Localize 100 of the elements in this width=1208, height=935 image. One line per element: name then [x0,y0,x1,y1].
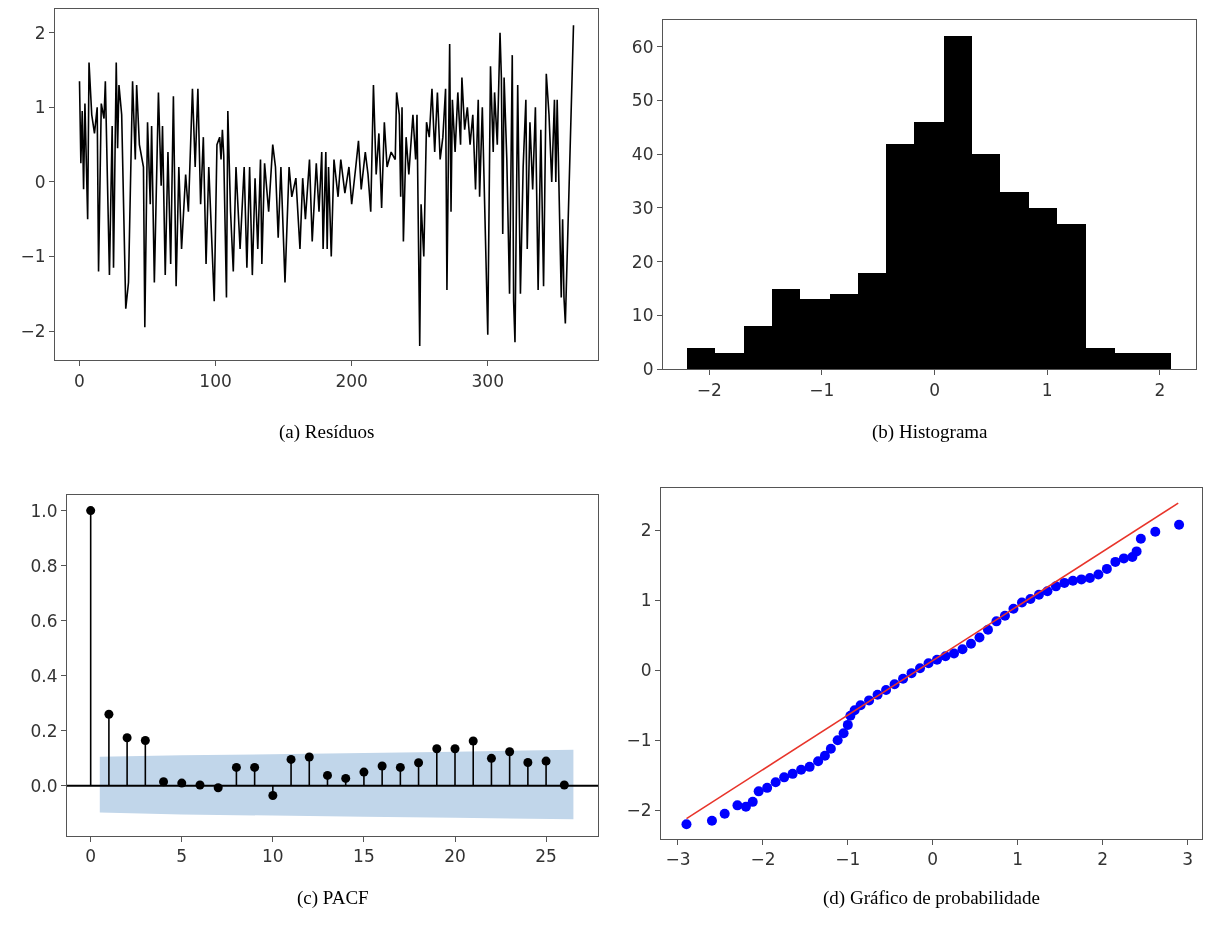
y-tick-label: −1 [20,246,46,267]
point [1084,572,1095,583]
point [159,777,169,787]
point [1150,526,1161,537]
point [1118,553,1129,564]
point [468,736,478,746]
x-tick-label: 0 [74,370,85,391]
y-tick-label: 1 [34,97,46,118]
y-tick-label: 1 [640,590,652,611]
point [770,777,781,788]
point [432,744,442,754]
point [787,768,798,779]
x-tick-label: 15 [353,846,375,867]
x-tick-label: −1 [835,849,861,870]
point [122,733,132,743]
y-tick-label: 30 [631,197,654,218]
point [1093,569,1104,580]
text: (c) PACF [297,887,369,909]
point [559,780,569,790]
x-tick-label: 300 [471,370,504,391]
x-tick-label: 100 [199,370,232,391]
y-tick-label: 2 [34,22,46,43]
point [523,757,533,767]
point [957,644,968,655]
point [949,648,960,659]
point [779,772,790,783]
y-tick-label: 60 [631,36,654,57]
y-tick-label: 50 [631,90,654,111]
y-tick-label: 2 [640,520,652,541]
point [681,819,692,830]
point [740,801,751,812]
point [140,735,150,745]
point [804,761,815,772]
y-tick-label: 0 [640,660,652,681]
point [1059,577,1070,588]
x-tick-label: 0 [85,846,97,867]
x-tick-label: 20 [444,846,466,867]
x-tick-label: −3 [665,849,691,870]
y-tick-label: 20 [631,251,654,272]
text: (a) Resíduos [279,421,375,443]
point [832,735,843,746]
y-tick-label: 40 [631,144,654,165]
point [706,815,717,826]
point [825,743,836,754]
x-tick-label: 10 [262,846,284,867]
y-tick-label: −2 [20,320,46,341]
point [505,747,515,757]
point [304,752,314,762]
point [231,762,241,772]
point [250,762,260,772]
y-tick-label: 0.4 [30,665,58,686]
point [974,632,985,643]
y-tick-label: 1.0 [30,500,58,521]
y-tick-label: 0 [34,171,46,192]
x-tick-label: 200 [335,370,368,391]
point [842,719,853,730]
x-tick-label: 0 [927,849,939,870]
y-tick-label: 0.8 [30,555,58,576]
point [450,744,460,754]
y-tick-label: 0.6 [30,610,58,631]
y-tick-label: −2 [626,800,652,821]
y-tick-label: 0.0 [30,775,58,796]
point [819,750,830,761]
point [377,761,387,771]
point [1131,546,1142,557]
x-tick-label: −2 [696,379,722,400]
y-tick-label: 0.2 [30,720,58,741]
point [1067,575,1078,586]
point [104,709,114,719]
point [341,773,351,783]
x-tick-label: −2 [750,849,776,870]
x-tick-label: 2 [1154,379,1166,400]
point [395,762,405,772]
point [213,783,223,793]
x-tick-label: 1 [1041,379,1053,400]
point [747,796,758,807]
point [838,728,849,739]
point [762,782,773,793]
point [322,770,332,780]
point [1076,574,1087,585]
point [414,758,424,768]
point [541,756,551,766]
y-tick-label: 10 [631,305,654,326]
x-tick-label: 2 [1097,849,1109,870]
point [719,808,730,819]
text: (d) Gráfico de probabilidade [823,887,1040,909]
point [1110,556,1121,567]
x-tick-label: 5 [176,846,188,867]
point [286,754,296,764]
point [1101,563,1112,574]
point [359,767,369,777]
y-tick-label: −1 [626,730,652,751]
point [486,753,496,763]
x-tick-label: 1 [1012,849,1024,870]
x-tick-label: 3 [1182,849,1193,870]
point [796,764,807,775]
x-tick-label: 25 [535,846,557,867]
point [813,756,824,767]
point [195,780,205,790]
text: (b) Histograma [872,421,989,443]
